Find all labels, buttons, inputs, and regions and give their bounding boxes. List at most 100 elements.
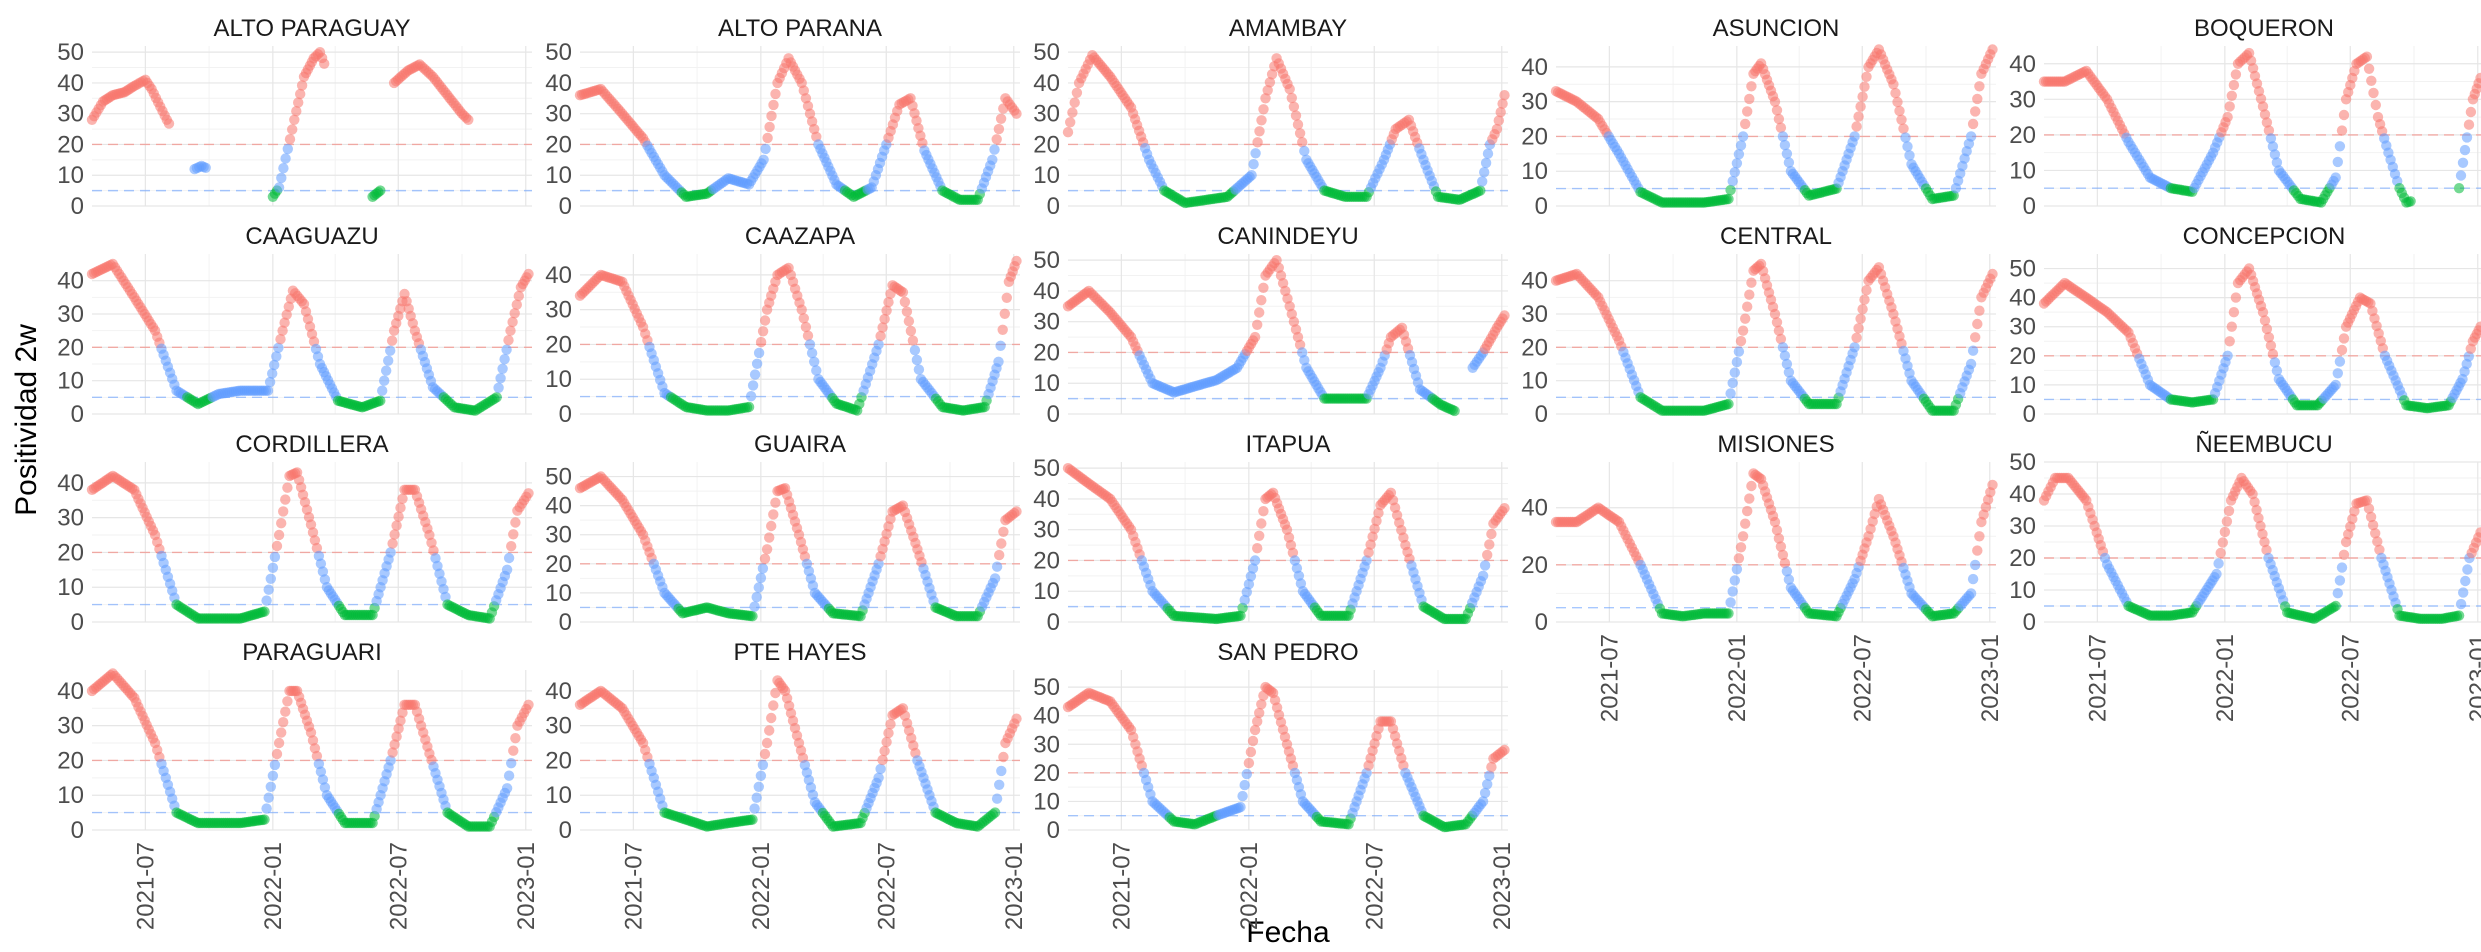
data-point bbox=[804, 339, 816, 350]
data-point bbox=[1246, 170, 1257, 181]
data-point bbox=[1781, 358, 1793, 370]
data-point bbox=[2271, 365, 2283, 376]
data-point bbox=[1727, 377, 1738, 389]
data-point bbox=[1740, 518, 1751, 529]
data-point bbox=[1247, 735, 1259, 747]
y-tick-label: 10 bbox=[2009, 157, 2036, 184]
data-point bbox=[2213, 558, 2224, 569]
data-point bbox=[798, 313, 809, 324]
data-point bbox=[2460, 575, 2471, 587]
data-point bbox=[999, 308, 1010, 319]
data-point bbox=[1258, 104, 1269, 115]
data-point bbox=[2405, 196, 2416, 207]
panel: ALTO PARAGUAY 0 10 20 30 40 50 bbox=[57, 15, 532, 220]
data-point bbox=[745, 391, 757, 402]
data-point bbox=[277, 325, 288, 336]
panel-title: BOQUERON bbox=[2194, 15, 2334, 42]
data-point bbox=[307, 735, 319, 746]
data-points bbox=[1062, 50, 1510, 209]
data-point bbox=[1775, 541, 1787, 552]
data-point bbox=[879, 313, 890, 325]
x-tick-label: 2021-07 bbox=[620, 842, 647, 930]
data-point bbox=[755, 336, 767, 348]
data-point bbox=[2249, 496, 2260, 508]
data-point bbox=[463, 114, 474, 126]
x-tick-label: 2022-07 bbox=[873, 842, 900, 930]
data-point bbox=[2332, 368, 2343, 379]
data-point bbox=[1853, 323, 1864, 334]
y-tick-label: 0 bbox=[2023, 193, 2036, 220]
data-point bbox=[1065, 117, 1076, 128]
data-point bbox=[1777, 342, 1789, 353]
y-tick-label: 0 bbox=[1535, 401, 1548, 428]
y-tick-label: 40 bbox=[1033, 486, 1060, 513]
data-point bbox=[1779, 557, 1791, 569]
data-point bbox=[1779, 139, 1791, 151]
data-points bbox=[2038, 263, 2481, 414]
y-tick-label: 20 bbox=[545, 747, 572, 774]
data-point bbox=[905, 325, 917, 337]
data-point bbox=[2257, 101, 2269, 112]
data-point bbox=[2458, 587, 2469, 598]
data-point bbox=[1729, 367, 1741, 378]
data-point bbox=[499, 354, 510, 365]
data-point bbox=[293, 97, 304, 108]
data-point bbox=[877, 754, 888, 766]
data-point bbox=[264, 376, 276, 388]
y-tick-label: 40 bbox=[57, 268, 84, 295]
data-point bbox=[1894, 105, 1905, 117]
data-point bbox=[397, 493, 408, 504]
data-point bbox=[1723, 608, 1734, 619]
data-point bbox=[1729, 167, 1741, 178]
data-points bbox=[86, 668, 534, 832]
data-point bbox=[263, 584, 274, 595]
data-point bbox=[766, 110, 777, 122]
data-point bbox=[278, 163, 289, 174]
data-point bbox=[424, 529, 435, 541]
data-point bbox=[387, 747, 398, 758]
y-tick-label: 40 bbox=[2009, 51, 2036, 78]
data-point bbox=[991, 793, 1003, 804]
data-point bbox=[989, 144, 1000, 155]
panel: PTE HAYES 0 10 20 30 40 2021-07 2022-01 2022-07 2… bbox=[545, 639, 1027, 930]
data-point bbox=[2455, 598, 2467, 610]
y-tick-label: 40 bbox=[545, 678, 572, 705]
data-point bbox=[393, 723, 404, 734]
y-tick-label: 40 bbox=[545, 493, 572, 520]
data-point bbox=[261, 803, 272, 814]
data-point bbox=[391, 731, 402, 742]
y-tick-label: 30 bbox=[57, 301, 84, 328]
x-tick-label: 2023-01 bbox=[2465, 634, 2481, 722]
data-point bbox=[2230, 292, 2242, 303]
data-point bbox=[1970, 106, 1981, 117]
data-point bbox=[760, 143, 771, 155]
y-tick-label: 20 bbox=[545, 551, 572, 578]
data-point bbox=[809, 356, 820, 367]
data-point bbox=[761, 544, 773, 555]
data-point bbox=[2374, 544, 2385, 555]
data-point bbox=[1746, 81, 1757, 92]
data-point bbox=[1771, 317, 1783, 328]
data-point bbox=[1252, 319, 1263, 330]
data-point bbox=[749, 601, 760, 612]
data-point bbox=[768, 700, 779, 711]
data-point bbox=[503, 335, 514, 346]
panel: ITAPUA 0 10 20 30 40 50 bbox=[1033, 431, 1510, 636]
y-tick-label: 40 bbox=[1521, 54, 1548, 81]
y-tick-label: 50 bbox=[1033, 455, 1060, 482]
data-point bbox=[1851, 121, 1862, 132]
panel-title: ALTO PARAGUAY bbox=[214, 15, 411, 42]
panel: CENTRAL 0 10 20 30 40 bbox=[1521, 223, 1998, 428]
data-point bbox=[273, 342, 284, 353]
data-point bbox=[1731, 158, 1743, 169]
data-point bbox=[259, 606, 270, 617]
data-point bbox=[806, 347, 818, 359]
data-point bbox=[2457, 157, 2469, 168]
data-point bbox=[1859, 81, 1870, 92]
data-point bbox=[998, 751, 1009, 763]
data-point bbox=[2475, 72, 2481, 84]
y-tick-label: 0 bbox=[71, 401, 84, 428]
y-tick-label: 0 bbox=[1047, 609, 1060, 636]
data-point bbox=[770, 687, 781, 699]
